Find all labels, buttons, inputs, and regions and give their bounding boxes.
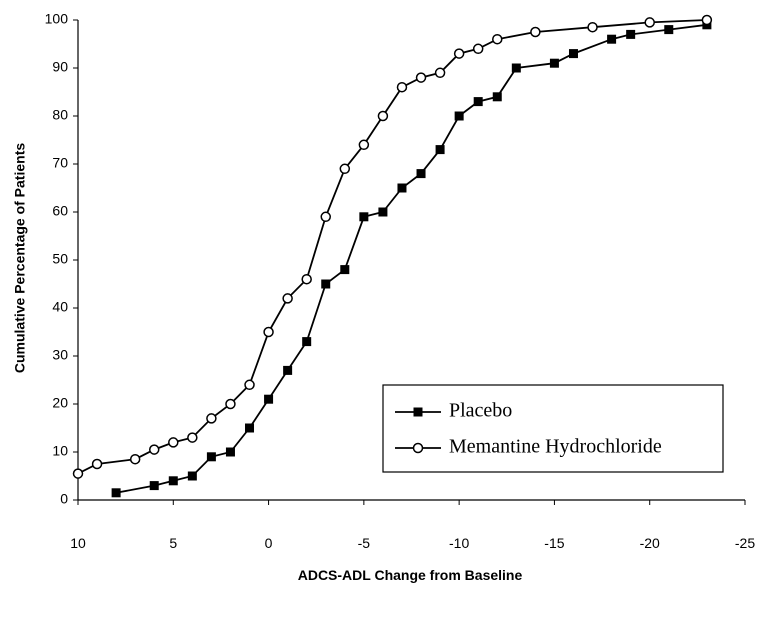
y-tick-label: 90 [52, 59, 68, 75]
y-tick-label: 60 [52, 203, 68, 219]
legend-label: Memantine Hydrochloride [449, 436, 662, 458]
series-placebo [111, 20, 712, 498]
x-tick-label: -20 [640, 535, 660, 551]
data-point [472, 43, 484, 55]
data-point [701, 14, 713, 26]
data-point [72, 468, 84, 479]
data-point [168, 437, 179, 448]
x-tick-label: -10 [449, 535, 469, 551]
y-tick-label: 40 [52, 299, 68, 315]
data-point [473, 97, 483, 107]
data-point [111, 488, 121, 498]
data-point [434, 67, 446, 79]
y-tick-label: 0 [60, 491, 68, 507]
data-point [378, 207, 388, 217]
data-point [396, 81, 408, 93]
data-point [358, 139, 370, 151]
data-point [187, 471, 197, 481]
data-point [264, 394, 274, 404]
data-point [301, 273, 312, 285]
data-point [530, 26, 541, 38]
legend-box [382, 384, 724, 473]
data-point [626, 29, 636, 39]
legend-item: Memantine Hydrochloride [395, 436, 662, 458]
data-point [416, 169, 426, 179]
data-point [206, 413, 217, 424]
y-tick-label: 20 [52, 395, 68, 411]
data-point [549, 58, 559, 68]
data-point [397, 183, 407, 193]
x-tick-label: 5 [169, 535, 177, 551]
data-point [282, 293, 293, 304]
x-tick-label: 0 [265, 535, 273, 551]
x-tick-label: -5 [358, 535, 371, 551]
x-tick-label: -25 [735, 535, 755, 551]
data-point [511, 63, 521, 73]
data-point [149, 481, 159, 491]
legend-item: Placebo [395, 400, 512, 422]
data-point [587, 21, 598, 33]
legend-marker [412, 442, 424, 454]
data-point [415, 72, 427, 83]
data-point [453, 48, 465, 59]
data-point [263, 326, 274, 338]
data-point [454, 111, 464, 121]
x-tick-label: -15 [544, 535, 564, 551]
y-axis-title: Cumulative Percentage of Patients [12, 143, 28, 374]
data-point [91, 458, 103, 470]
legend-label: Placebo [449, 400, 512, 422]
legend-marker [413, 407, 423, 417]
data-point [435, 145, 445, 155]
data-point [225, 398, 236, 410]
data-point [644, 17, 655, 28]
data-point [225, 447, 235, 457]
x-axis-title: ADCS-ADL Change from Baseline [298, 567, 523, 583]
data-point [187, 432, 198, 443]
data-point [607, 34, 617, 44]
data-point [302, 337, 312, 347]
y-tick-label: 80 [52, 107, 68, 123]
data-point [283, 365, 293, 375]
data-point [492, 92, 502, 102]
data-point [168, 476, 178, 486]
y-tick-label: 50 [52, 251, 68, 267]
y-tick-label: 100 [45, 11, 69, 27]
data-point [245, 423, 255, 433]
data-point [359, 212, 369, 222]
legend: Placebo Memantine Hydrochloride [382, 384, 724, 473]
data-point [148, 444, 160, 455]
y-tick-label: 30 [52, 347, 68, 363]
x-tick-label: 10 [70, 535, 86, 551]
y-tick-label: 10 [52, 443, 68, 459]
data-point [320, 211, 331, 223]
data-point [568, 49, 578, 59]
data-point [340, 265, 350, 275]
data-point [664, 25, 674, 35]
data-point [206, 452, 216, 462]
series-memantine [72, 14, 713, 479]
data-point [339, 163, 351, 175]
data-point [129, 453, 141, 465]
plot-area [72, 14, 713, 498]
data-point [244, 379, 255, 391]
data-point [492, 33, 503, 45]
y-tick-label: 70 [52, 155, 68, 171]
data-point [377, 110, 389, 122]
data-point [321, 279, 331, 289]
